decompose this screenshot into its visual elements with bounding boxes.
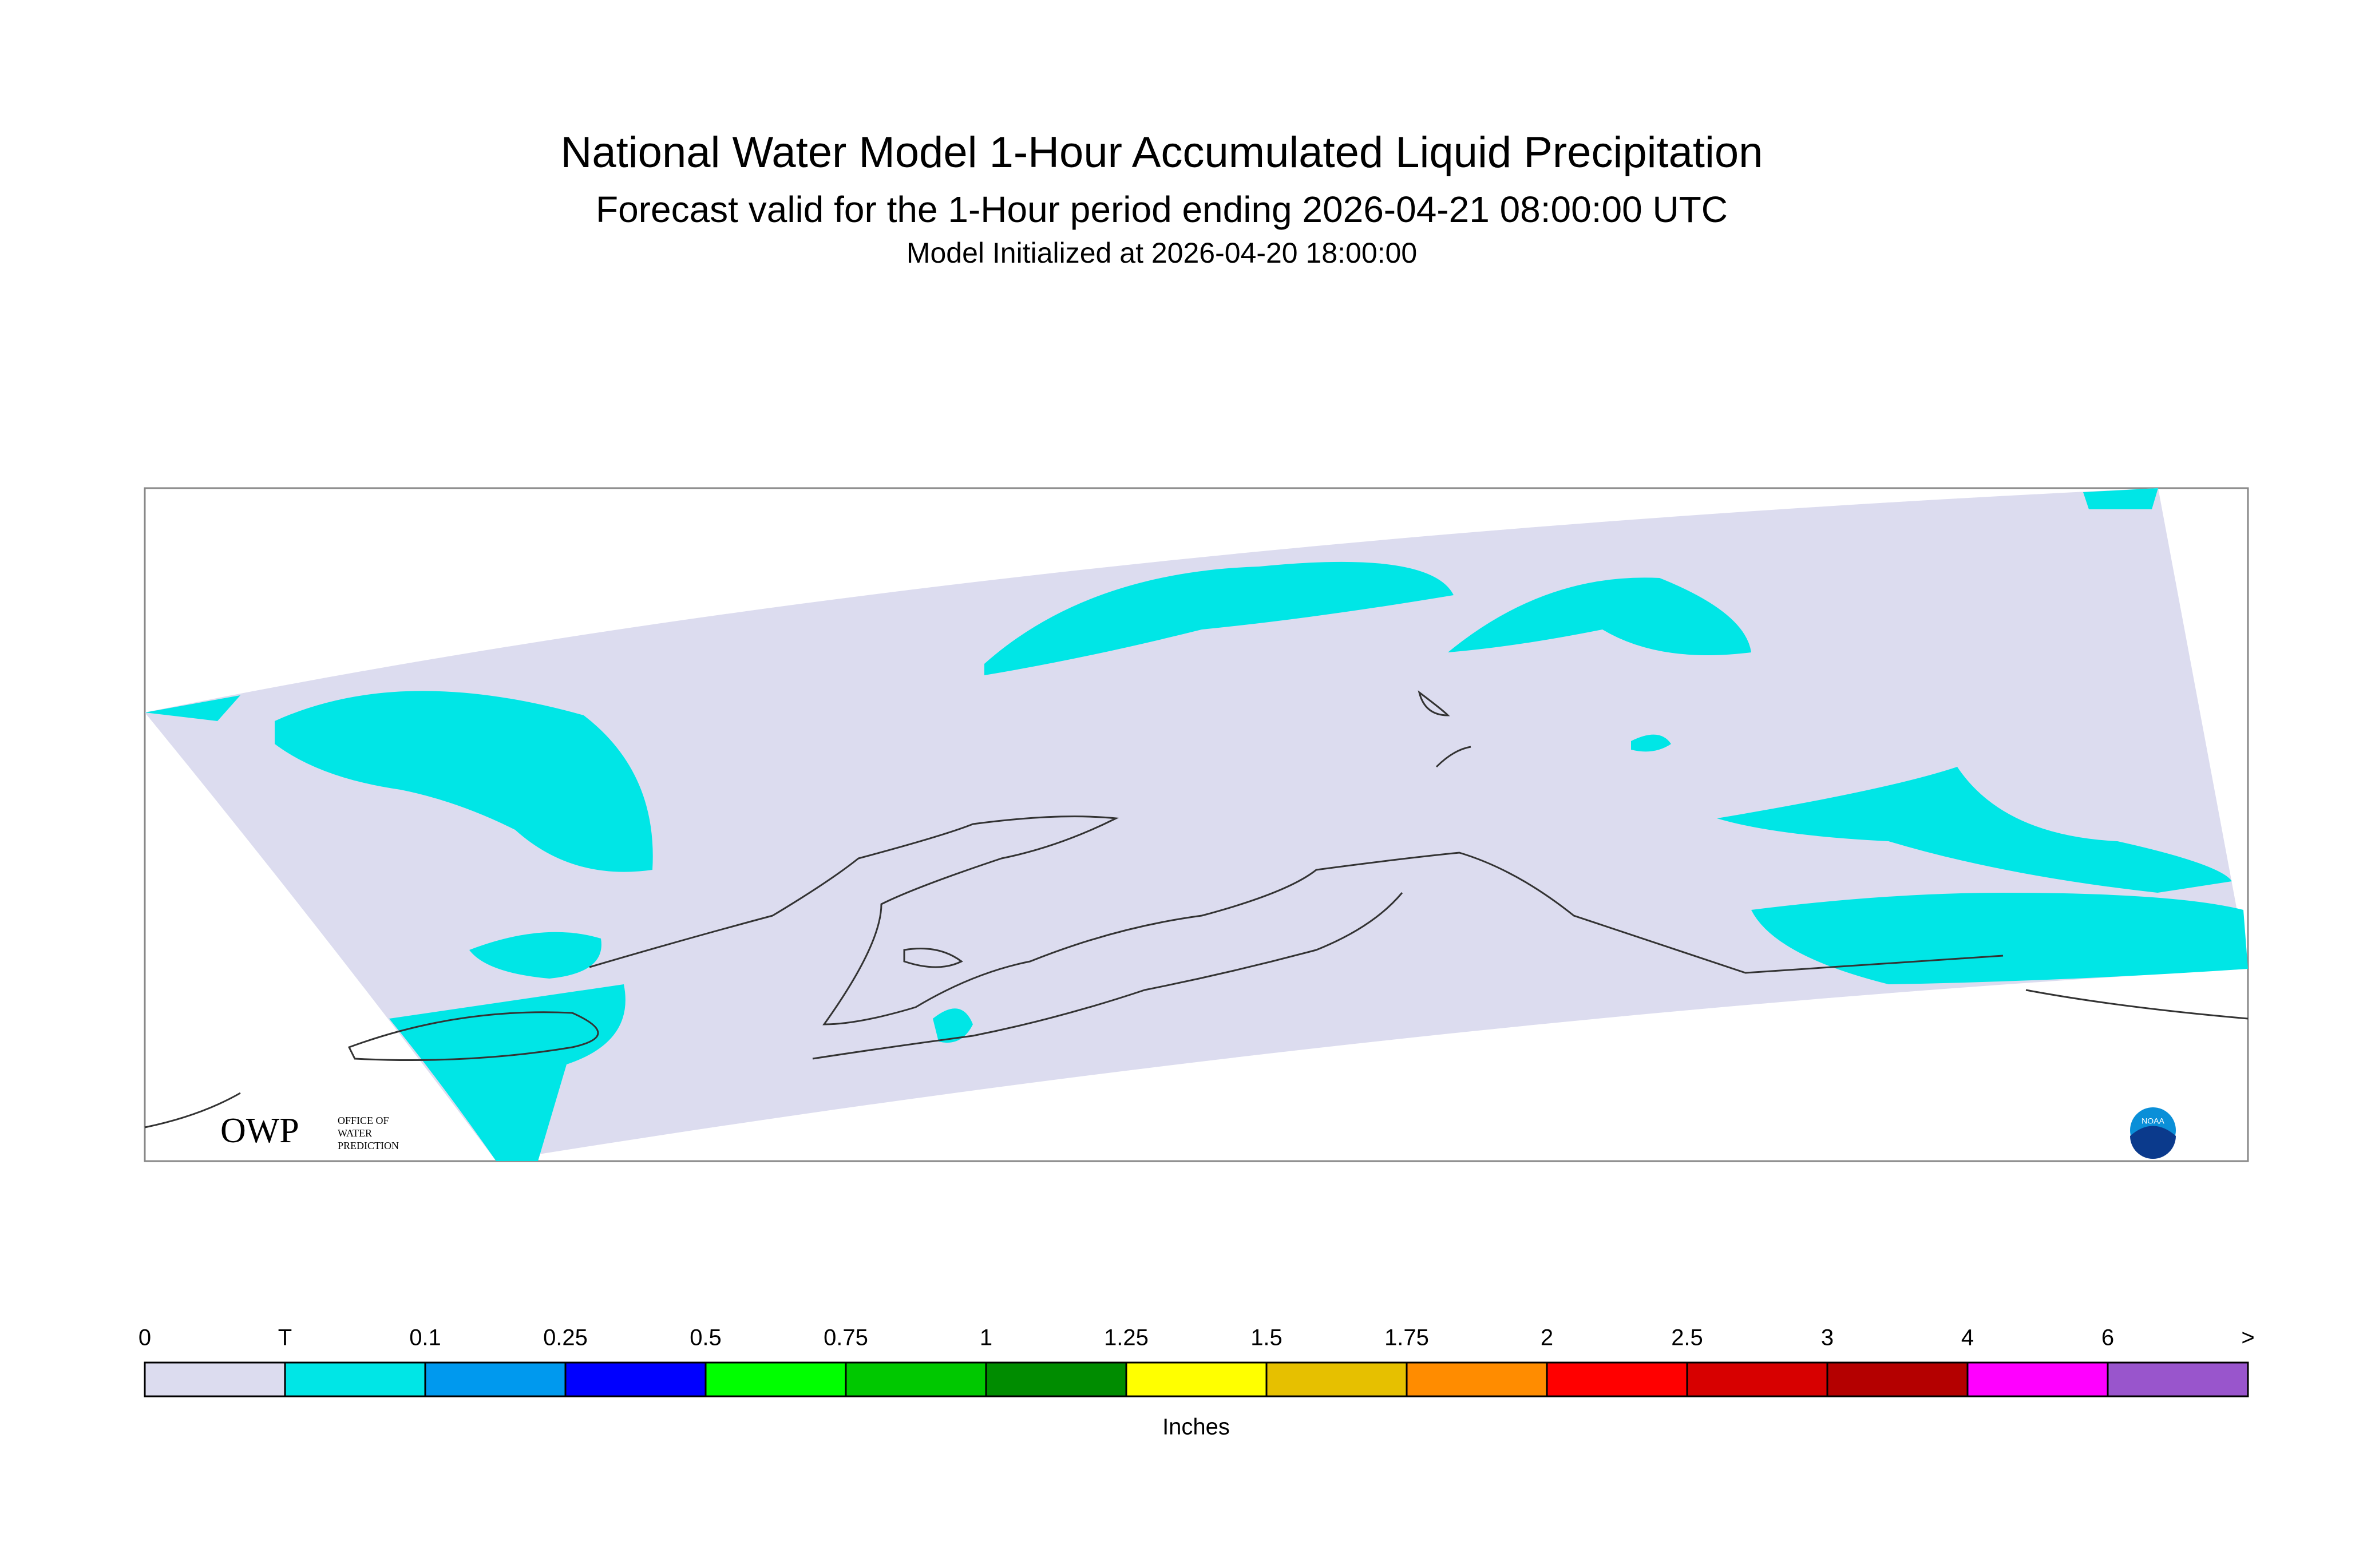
owp-line: OFFICE OF [338,1115,389,1126]
init-line: Model Initialized at 2026-04-20 18:00:00 [907,237,1417,269]
colorbar-swatch [1265,1361,1408,1397]
colorbar: 0 T 0.1 0.25 0.5 0.75 1 1.25 1.5 1.75 2 2.5 3 4 6 > [138,1325,2255,1397]
colorbar-label: 1.5 [1250,1325,1282,1351]
subtitle: Forecast valid for the 1-Hour period end… [596,189,1728,230]
noaa-logo: NOAA [2130,1107,2176,1159]
colorbar-label: 0.5 [690,1325,722,1351]
colorbar-swatch [1966,1361,2109,1397]
colorbar-label: 1.25 [1104,1325,1149,1351]
colorbar-label: 0.1 [409,1325,441,1351]
colorbar-label: 0.25 [543,1325,588,1351]
precip-areas [145,488,2248,1161]
title: National Water Model 1-Hour Accumulated … [561,128,1763,177]
map: OWP OFFICE OF WATER PREDICTION NOAA [144,487,2249,1162]
colorbar-label: 1.75 [1384,1325,1429,1351]
coastlines [144,690,2249,1129]
colorbar-label: 0 [138,1325,151,1351]
colorbar-swatch [564,1361,707,1397]
colorbar-swatch [1125,1361,1268,1397]
colorbar-swatch [1826,1361,1969,1397]
colorbar-label: T [278,1325,292,1351]
colorbar-swatch [1686,1361,1828,1397]
colorbar-swatch [985,1361,1127,1397]
colorbar-label: 6 [2101,1325,2114,1351]
noaa-wave [2130,1126,2176,1159]
colorbar-label: 3 [1821,1325,1834,1351]
colorbar-unit: Inches [1162,1415,1230,1440]
owp-mark: OWP [220,1111,299,1150]
owp-line: WATER [338,1127,372,1139]
colorbar-swatch [2107,1361,2249,1397]
colorbar-swatch [1406,1361,1548,1397]
owp-line: PREDICTION [338,1140,399,1151]
colorbar-label: 4 [1961,1325,1974,1351]
colorbar-label: 1 [980,1325,992,1351]
colorbar-swatch [1546,1361,1688,1397]
noaa-text: NOAA [2142,1116,2164,1126]
colorbar-swatch [144,1361,286,1397]
colorbar-swatch [284,1361,426,1397]
colorbar-label: 2.5 [1671,1325,1703,1351]
colorbar-label: > [2241,1325,2254,1351]
colorbar-label: 0.75 [824,1325,868,1351]
colorbar-swatch [424,1361,567,1397]
model-domain [145,488,2248,1161]
colorbar-swatch [704,1361,847,1397]
colorbar-label: 2 [1541,1325,1553,1351]
colorbar-swatch [845,1361,987,1397]
owp-logo: OWP OFFICE OF WATER PREDICTION [220,1111,399,1151]
